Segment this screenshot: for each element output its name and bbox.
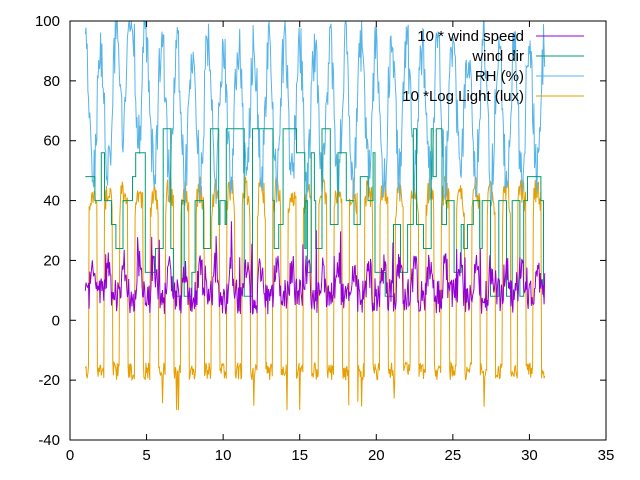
x-tick-label: 0 xyxy=(66,447,74,464)
series-line-2 xyxy=(84,20,546,207)
series-line-3 xyxy=(84,176,546,411)
x-tick-label: 20 xyxy=(368,447,385,464)
legend-label: 10 * wind speed xyxy=(417,28,524,45)
y-tick-label: 40 xyxy=(43,193,60,210)
x-tick-label: 30 xyxy=(521,447,538,464)
plot-frame xyxy=(69,20,607,441)
y-tick-label: 80 xyxy=(43,73,60,90)
series-layer xyxy=(84,20,546,411)
series-line-1 xyxy=(85,128,545,297)
y-tick-label: -40 xyxy=(38,432,60,449)
series-line-0 xyxy=(84,221,546,315)
x-tick-label: 5 xyxy=(142,447,150,464)
x-tick-label: 15 xyxy=(291,447,308,464)
legend-label: RH (%) xyxy=(475,68,524,85)
legend: 10 * wind speed wind dir RH (%) 10 *Log Lig… xyxy=(402,28,584,105)
y-tick-label: 20 xyxy=(43,252,60,269)
legend-label: wind dir xyxy=(471,48,524,65)
x-tick-label: 25 xyxy=(445,447,462,464)
ticks-layer: 0 5 10 15 20 25 30 35 -40 -20 0 20 40 60 80 100 xyxy=(35,13,614,464)
x-tick-label: 10 xyxy=(215,447,232,464)
y-tick-label: 100 xyxy=(35,13,60,30)
legend-label: 10 *Log Light (lux) xyxy=(402,88,524,105)
y-tick-label: 0 xyxy=(52,312,60,329)
y-tick-label: 60 xyxy=(43,133,60,150)
x-tick-label: 35 xyxy=(598,447,615,464)
y-tick-label: -20 xyxy=(38,372,60,389)
